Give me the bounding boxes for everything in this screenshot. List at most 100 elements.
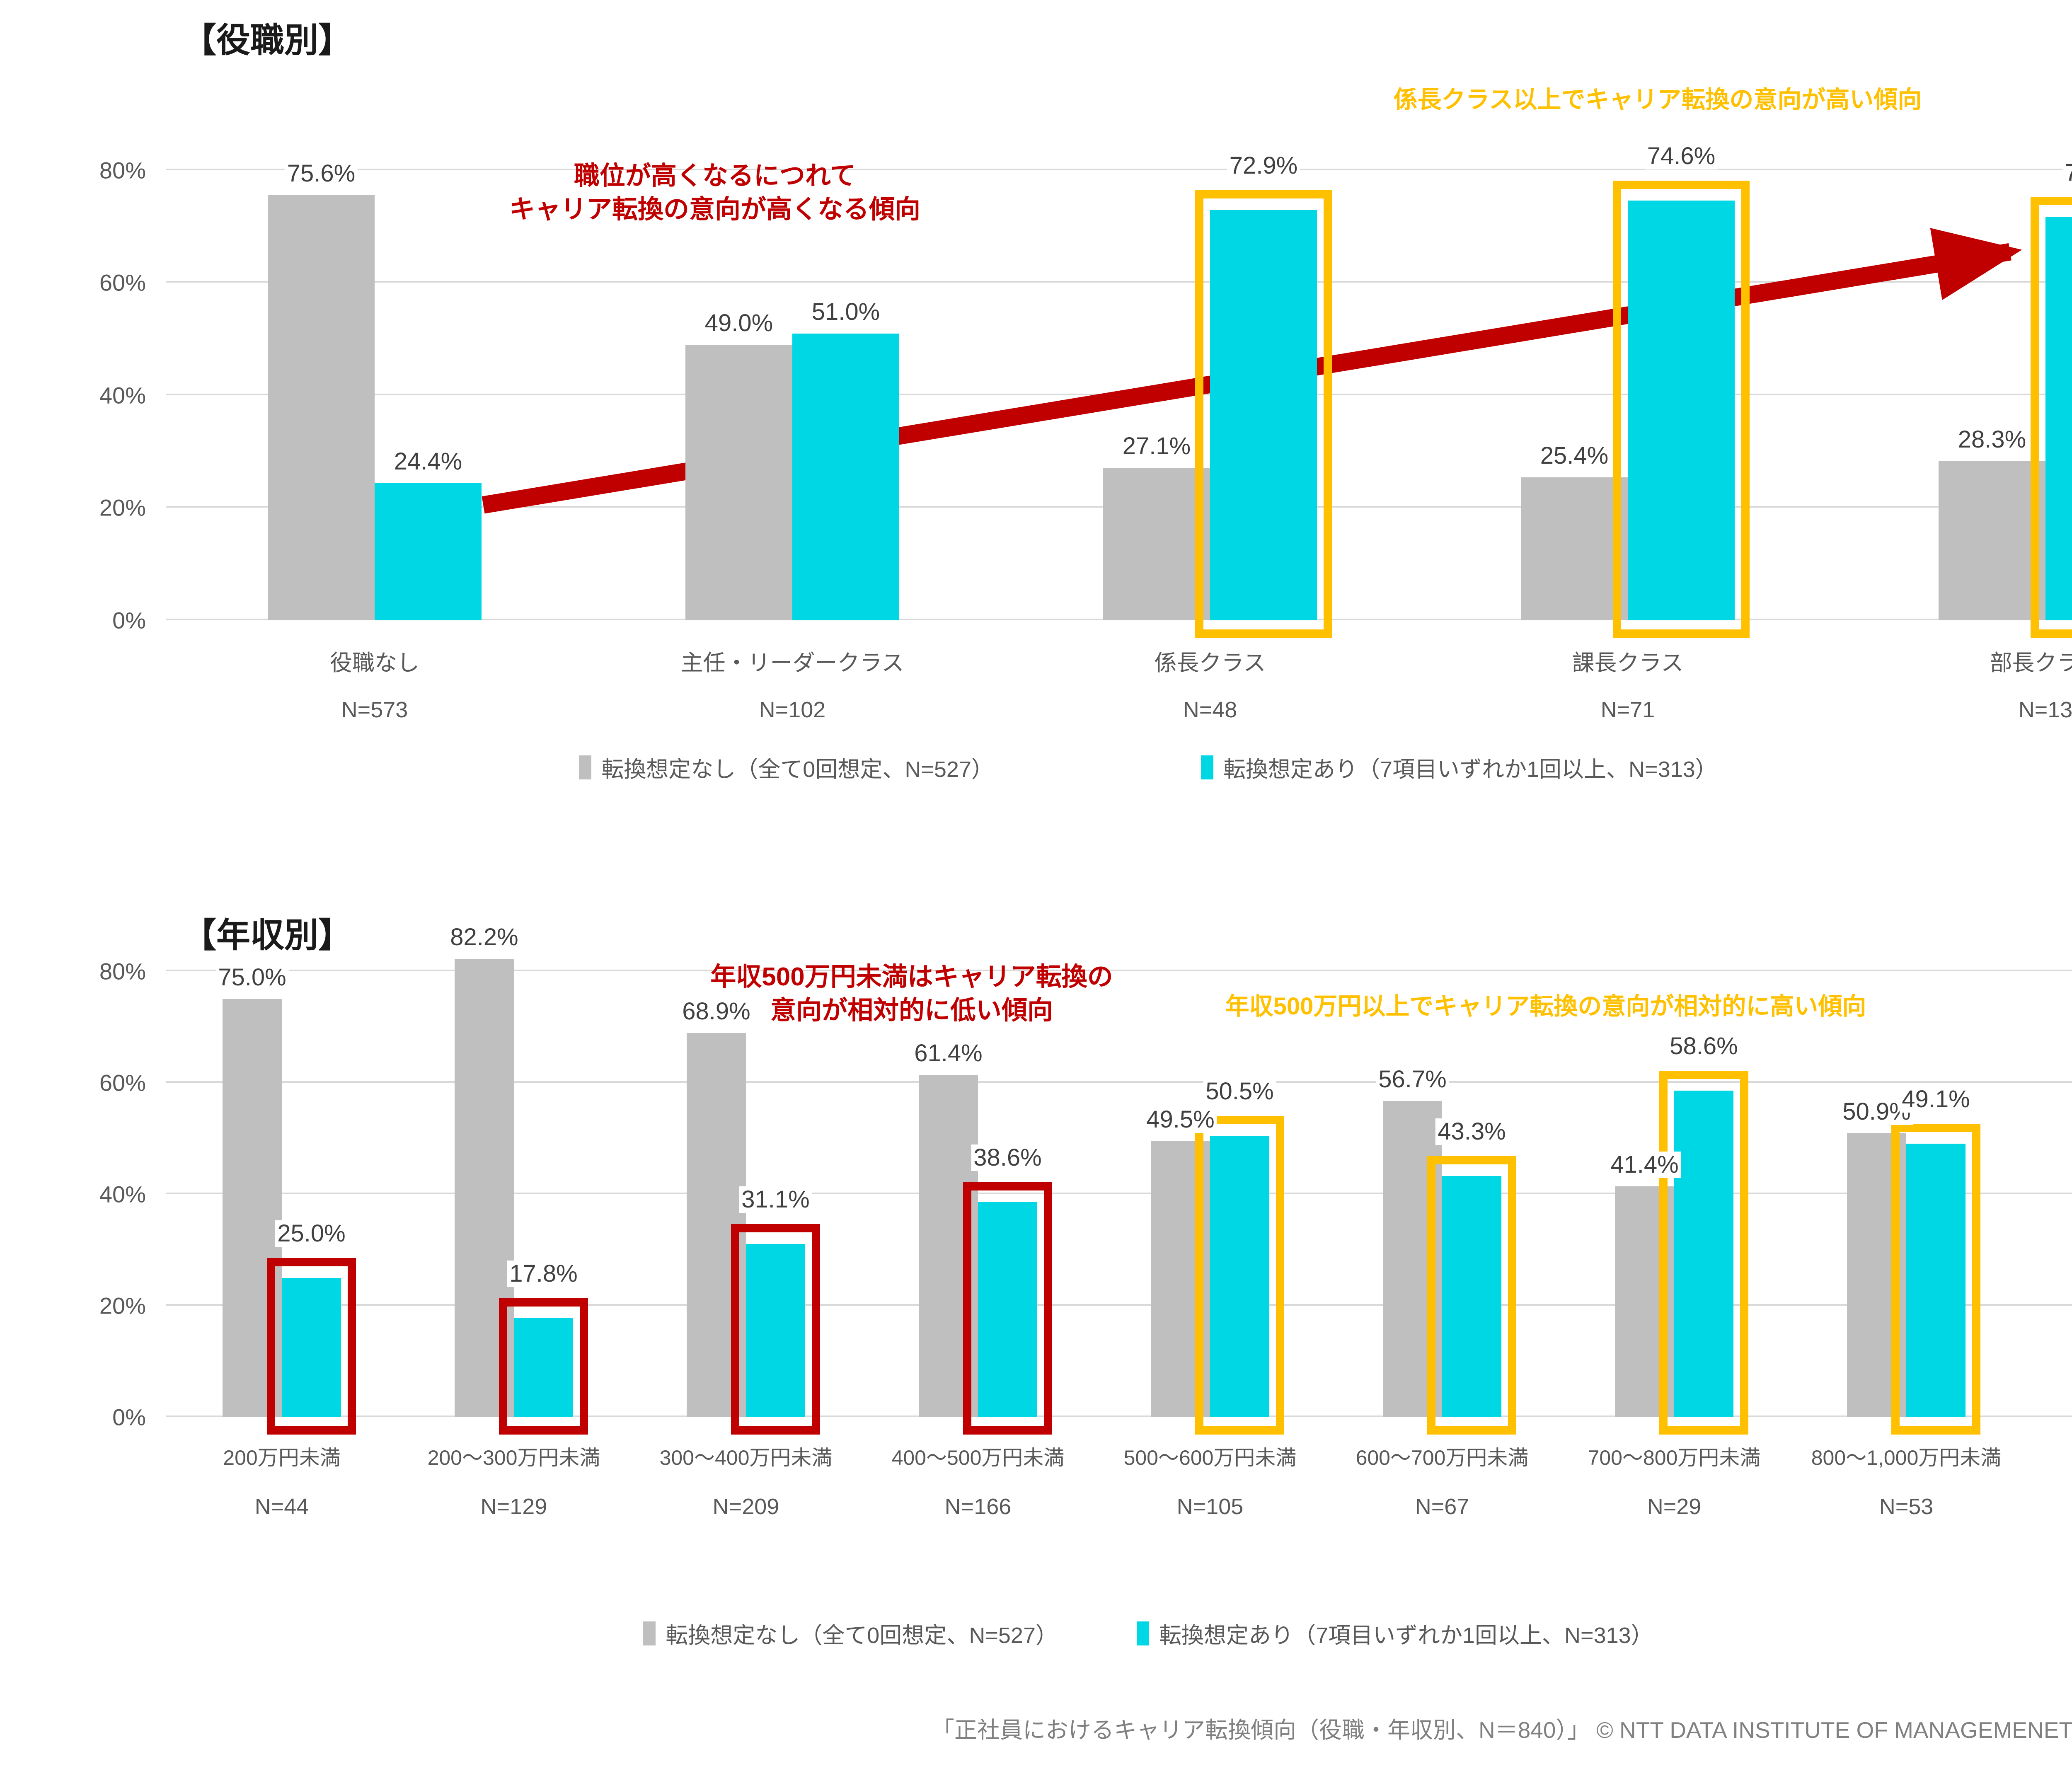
legend-swatch-cyan-icon <box>1201 755 1213 779</box>
annotation-orange-by-position: 係長クラス以上でキャリア転換の意向が高い傾向 <box>1393 86 1922 113</box>
legend-item-transfer: 転換想定あり（7項目いずれか1回以上、N=313） <box>1136 1617 1653 1650</box>
category-label: 200〜300万円未満 <box>427 1446 600 1469</box>
value-label: 24.4% <box>391 448 465 475</box>
n-count-label: N=67 <box>1415 1494 1469 1519</box>
bar-gray <box>1939 461 2045 620</box>
value-label: 27.1% <box>1120 433 1193 460</box>
category-label: 課長クラス <box>1572 651 1684 675</box>
value-label: 50.5% <box>1203 1078 1276 1105</box>
category-label: 800〜1,000万円未満 <box>1811 1446 2002 1469</box>
plot-by-income: 0% 20% 40% 60% 80% 75.0% 25.0% 200万円未満 N=44 82.2%… <box>99 924 2072 1519</box>
value-label: 25.0% <box>275 1220 348 1247</box>
value-label: 71.7% <box>2062 159 2072 186</box>
category-label: 200万円未満 <box>223 1446 341 1469</box>
highlight-box-orange <box>1195 1115 1284 1435</box>
y-axis-tick-label: 40% <box>99 382 146 409</box>
grid-line <box>166 281 2072 283</box>
n-count-label: N=29 <box>1647 1494 1702 1519</box>
n-count-label: N=102 <box>759 697 826 722</box>
category-label: 主任・リーダークラス <box>680 651 904 675</box>
y-axis-tick-label: 80% <box>99 157 146 184</box>
bar-gray <box>1103 468 1210 620</box>
y-axis-tick-label: 40% <box>99 1181 146 1207</box>
n-count-label: N=129 <box>480 1494 547 1519</box>
category-label: 300〜400万円未満 <box>659 1446 833 1469</box>
legend-label-no-transfer: 転換想定なし（全て0回想定、N=527） <box>601 757 994 782</box>
chart-title-by-income: 【年収別】 <box>182 917 353 954</box>
legend-swatch-gray-icon <box>579 755 592 779</box>
category-label: 部長クラス <box>1990 651 2072 675</box>
bar-cyan <box>978 1202 1037 1417</box>
value-label: 49.5% <box>1144 1106 1217 1133</box>
value-label: 49.0% <box>702 310 776 336</box>
legend-item-no-transfer: 転換想定なし（全て0回想定、N=527） <box>579 751 994 784</box>
bar-cyan <box>282 1278 341 1417</box>
y-axis-tick-label: 60% <box>99 269 146 296</box>
value-label: 56.7% <box>1376 1066 1449 1093</box>
value-label: 75.6% <box>284 160 358 187</box>
value-label: 49.1% <box>1899 1086 1973 1113</box>
category-label: 500〜600万円未満 <box>1123 1446 1297 1469</box>
chart-title-by-position: 【役職別】 <box>182 22 353 59</box>
bar-cyan <box>514 1318 573 1417</box>
grid-line <box>166 1415 2072 1417</box>
y-axis-tick-label: 20% <box>99 1292 146 1319</box>
grid-line <box>166 1304 2072 1306</box>
legend-item-no-transfer: 転換想定なし（全て0回想定、N=527） <box>643 1617 1058 1650</box>
value-label: 74.6% <box>1644 143 1718 170</box>
n-count-label: N=44 <box>254 1494 309 1519</box>
value-label: 61.4% <box>912 1040 985 1067</box>
value-label: 31.1% <box>739 1186 812 1213</box>
bar-cyan <box>375 483 482 620</box>
bar-cyan <box>746 1244 805 1417</box>
n-count-label: N=71 <box>1600 697 1655 722</box>
value-label: 58.6% <box>1667 1033 1740 1060</box>
bar-gray <box>1521 477 1628 620</box>
grid-line <box>166 393 2072 395</box>
bar-cyan <box>1674 1090 1733 1417</box>
highlight-box-orange <box>1659 1070 1748 1435</box>
bar-cyan <box>1442 1176 1501 1417</box>
highlight-box-red <box>731 1224 820 1435</box>
value-label: 51.0% <box>809 298 883 325</box>
y-axis-tick-label: 0% <box>112 1404 146 1430</box>
bar-gray <box>685 344 792 620</box>
source-copyright-text: 「正社員におけるキャリア転換傾向（役職・年収別、N＝840）」 © NTT DA… <box>931 1717 2072 1743</box>
n-count-label: N=48 <box>1183 697 1237 722</box>
annotation-red-by-income: 年収500万円未満はキャリア転換の 意向が相対的に低い傾向 <box>710 963 1113 1025</box>
y-axis-tick-label: 60% <box>99 1069 146 1096</box>
n-count-label: N=166 <box>944 1494 1012 1519</box>
category-label: 700〜800万円未満 <box>1588 1446 1761 1469</box>
annotation-red-by-position: 職位が高くなるにつれて キャリア転換の意向が高くなる傾向 <box>509 162 920 224</box>
grid-line <box>166 1081 2072 1083</box>
bar-cyan <box>792 333 899 620</box>
value-label: 75.0% <box>215 964 289 991</box>
value-label: 41.4% <box>1608 1152 1681 1178</box>
y-axis-tick-label: 0% <box>112 607 146 634</box>
value-label: 43.3% <box>1435 1118 1508 1145</box>
value-label: 17.8% <box>507 1260 580 1287</box>
grid-line <box>166 969 2072 971</box>
value-label: 68.9% <box>680 998 753 1025</box>
n-count-label: N=573 <box>341 697 408 722</box>
legend-by-position: 転換想定なし（全て0回想定、N=527） 転換想定あり（7項目いずれか1回以上、… <box>0 751 2072 784</box>
value-label: 82.2% <box>448 924 521 951</box>
bar-cyan <box>1906 1143 1965 1417</box>
value-label: 28.3% <box>1955 426 2029 453</box>
legend-label-transfer: 転換想定あり（7項目いずれか1回以上、N=313） <box>1159 1623 1653 1648</box>
y-axis-tick-label: 20% <box>99 494 146 521</box>
n-count-label: N=209 <box>712 1494 779 1519</box>
category-label: 600〜700万円未満 <box>1356 1446 1529 1469</box>
highlight-box-orange <box>1613 181 1750 638</box>
category-label: 役職なし <box>330 651 419 675</box>
legend-label-no-transfer: 転換想定なし（全て0回想定、N=527） <box>666 1623 1058 1648</box>
highlight-box-red <box>499 1298 588 1435</box>
y-axis-tick-label: 80% <box>99 958 146 985</box>
highlight-box-orange <box>1195 190 1332 638</box>
highlight-box-red <box>963 1182 1052 1435</box>
highlight-box-red <box>267 1258 356 1435</box>
bar-gray <box>268 195 375 620</box>
legend-swatch-gray-icon <box>643 1621 656 1645</box>
legend-swatch-cyan-icon <box>1136 1621 1149 1645</box>
